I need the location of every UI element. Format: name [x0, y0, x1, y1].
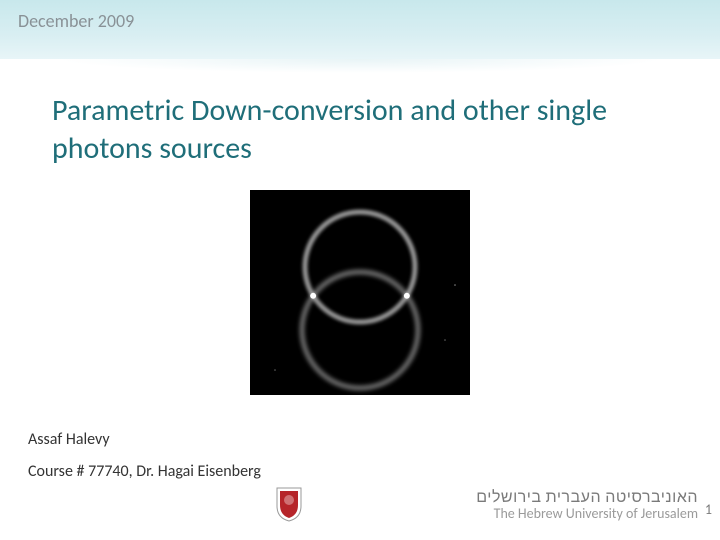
author-name: Assaf Halevy: [28, 430, 110, 449]
slide-title: Parametric Down-conversion and other sin…: [52, 92, 660, 167]
page-number: 1: [705, 501, 712, 518]
university-logo: [274, 486, 304, 522]
date-label: December 2009: [18, 10, 134, 32]
course-info: Course # 77740, Dr. Hagai Eisenberg: [28, 462, 261, 481]
photon-rings-figure: [250, 190, 470, 395]
university-footer: האוניברסיטה העברית בירושלים The Hebrew U…: [476, 488, 698, 522]
university-name-english: The Hebrew University of Jerusalem: [476, 505, 698, 522]
